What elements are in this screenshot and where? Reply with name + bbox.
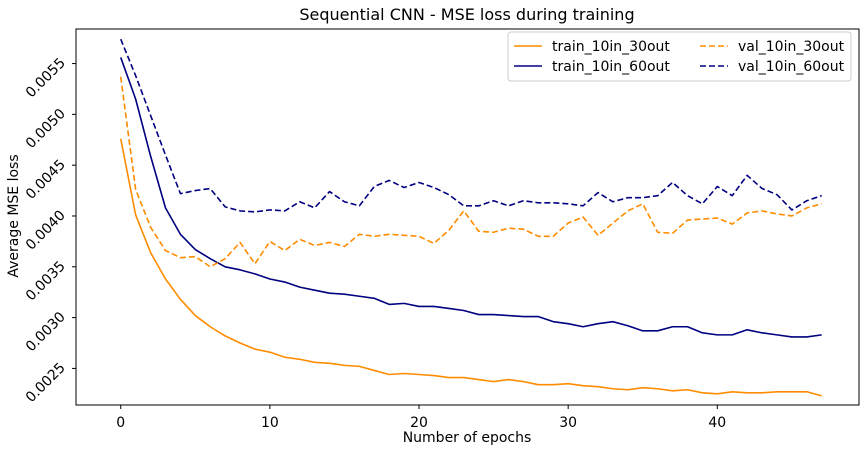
y-axis-label: Average MSE loss <box>6 154 22 277</box>
x-tick-label: 20 <box>410 415 428 431</box>
y-tick-label: 0.0050 <box>23 106 69 152</box>
series-line-train_10in_60out <box>119 57 822 338</box>
y-tick-label: 0.0025 <box>23 360 69 406</box>
legend-label-train_10in_30out: train_10in_30out <box>552 39 670 55</box>
chart-title: Sequential CNN - MSE loss during trainin… <box>299 5 634 24</box>
y-tick-label: 0.0035 <box>23 258 69 304</box>
series-line-val_10in_30out <box>119 76 822 268</box>
y-tick-label: 0.0045 <box>23 157 69 203</box>
x-tick-label: 40 <box>708 415 726 431</box>
y-tick-label: 0.0040 <box>23 207 69 253</box>
legend-frame <box>507 31 852 82</box>
x-tick-label: 10 <box>261 415 279 431</box>
series-line-train_10in_30out <box>119 138 822 397</box>
legend-label-val_10in_60out: val_10in_60out <box>738 59 845 75</box>
y-tick-label: 0.0030 <box>23 309 69 355</box>
x-tick-label: 30 <box>559 415 577 431</box>
x-tick-label: 0 <box>116 415 125 431</box>
plot-area <box>75 28 860 406</box>
series-line-val_10in_60out <box>119 38 822 213</box>
axes-frame <box>75 28 860 406</box>
x-axis-ticks: 0 10 20 30 40 <box>116 405 726 431</box>
y-tick-label: 0.0055 <box>23 55 69 101</box>
x-axis-label: Number of epochs <box>403 430 532 446</box>
legend-label-val_10in_30out: val_10in_30out <box>738 39 845 55</box>
legend: train_10in_30out train_10in_60out val_10in… <box>507 31 852 82</box>
legend-label-train_10in_60out: train_10in_60out <box>552 59 670 75</box>
